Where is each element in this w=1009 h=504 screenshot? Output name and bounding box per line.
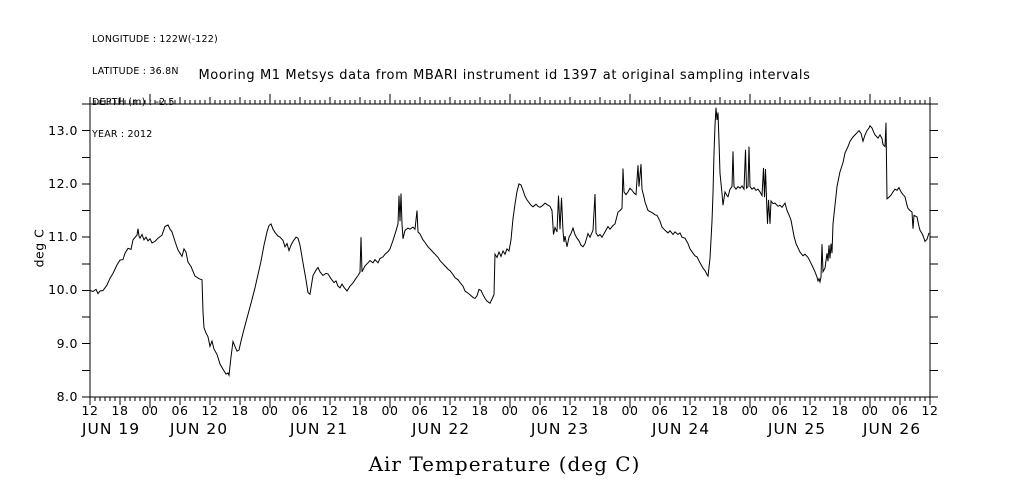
x-axis-hour-label: 06: [171, 403, 189, 418]
x-axis-hour-label: 12: [201, 403, 219, 418]
y-axis-tick-label: 10.0: [48, 282, 78, 298]
x-axis-hour-label: 06: [771, 403, 789, 418]
x-axis-hour-label: 06: [411, 403, 429, 418]
x-axis-hour-label: 12: [441, 403, 459, 418]
x-axis-hour-label: 12: [561, 403, 579, 418]
y-axis-tick-label: 12.0: [48, 175, 78, 191]
x-axis-hour-label: 18: [831, 403, 849, 418]
x-axis-day-label: JUN 20: [169, 420, 229, 438]
x-axis-day-label: JUN 22: [411, 420, 471, 438]
metadata-depth: DEPTH (m) : -2.5: [92, 97, 175, 108]
x-axis-caption: Air Temperature (deg C): [368, 452, 641, 476]
x-axis-hour-label: 00: [261, 403, 279, 418]
x-axis-day-label: JUN 24: [651, 420, 711, 438]
x-axis-hour-label: 18: [111, 403, 129, 418]
chart-title: Mooring M1 Metsys data from MBARI instru…: [198, 68, 811, 83]
x-axis-hour-label: 06: [651, 403, 669, 418]
y-axis-tick-label: 9.0: [56, 335, 78, 351]
x-axis-hour-label: 00: [741, 403, 759, 418]
x-axis-hour-label: 00: [141, 403, 159, 418]
x-axis-hour-label: 18: [711, 403, 729, 418]
x-axis-hour-label: 12: [681, 403, 699, 418]
x-axis-hour-label: 06: [291, 403, 309, 418]
x-axis-day-label: JUN 26: [862, 420, 922, 438]
x-axis-hour-label: 12: [81, 403, 99, 418]
x-axis-day-label: JUN 23: [530, 420, 590, 438]
temperature-series-line: [89, 107, 930, 378]
x-axis-hour-label: 12: [921, 403, 939, 418]
x-axis-hour-label: 06: [531, 403, 549, 418]
x-axis-hour-label: 00: [501, 403, 519, 418]
metadata-block: LONGITUDE : 122W(-122) LATITUDE : 36.8N …: [92, 14, 218, 161]
x-axis-hour-label: 00: [621, 403, 639, 418]
x-axis-hour-label: 12: [321, 403, 339, 418]
metadata-longitude: LONGITUDE : 122W(-122): [92, 34, 218, 45]
x-axis-hour-label: 18: [471, 403, 489, 418]
x-axis-day-label: JUN 21: [289, 420, 349, 438]
x-axis-hour-label: 18: [231, 403, 249, 418]
y-axis-tick-label: 11.0: [48, 229, 78, 245]
x-axis-hour-label: 18: [351, 403, 369, 418]
x-axis-hour-label: 12: [801, 403, 819, 418]
x-axis-hour-label: 06: [891, 403, 909, 418]
x-axis-hour-label: 00: [381, 403, 399, 418]
metadata-latitude: LATITUDE : 36.8N: [92, 65, 179, 77]
x-axis-hour-label: 18: [591, 403, 609, 418]
y-axis-tick-label: 13.0: [48, 122, 78, 138]
metadata-year: YEAR : 2012: [92, 128, 153, 140]
axis-ticks: [82, 94, 938, 408]
x-axis-day-label: JUN 25: [767, 420, 827, 438]
y-axis-tick-label: 8.0: [56, 389, 78, 404]
x-axis-day-label: JUN 19: [81, 420, 141, 438]
x-axis-hour-label: 00: [861, 403, 879, 418]
